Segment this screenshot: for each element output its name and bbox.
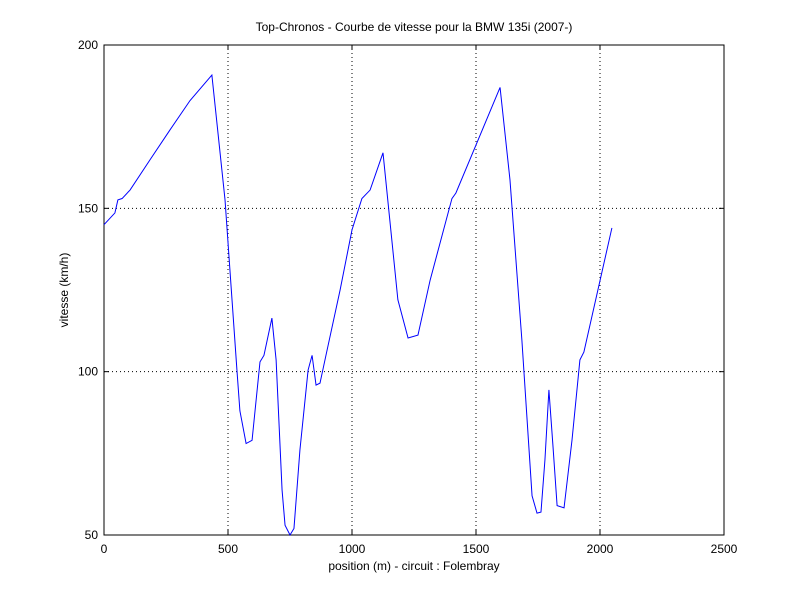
- y-tick-label: 100: [78, 365, 98, 379]
- y-tick-label: 200: [78, 38, 98, 52]
- x-tick-label: 2000: [587, 542, 614, 556]
- y-tick-label: 50: [85, 528, 99, 542]
- x-tick-label: 1000: [339, 542, 366, 556]
- x-tick-label: 0: [101, 542, 108, 556]
- y-axis-label: vitesse (km/h): [57, 253, 71, 328]
- y-tick-label: 150: [78, 201, 98, 215]
- x-axis-label: position (m) - circuit : Folembray: [328, 559, 499, 573]
- x-tick-label: 2500: [711, 542, 738, 556]
- chart-title: Top-Chronos - Courbe de vitesse pour la …: [256, 20, 573, 34]
- plot-area: [104, 45, 724, 535]
- x-tick-label: 1500: [463, 542, 490, 556]
- speed-line: [103, 73, 613, 537]
- axes-box: [103, 44, 725, 536]
- x-tick-label: 500: [218, 542, 238, 556]
